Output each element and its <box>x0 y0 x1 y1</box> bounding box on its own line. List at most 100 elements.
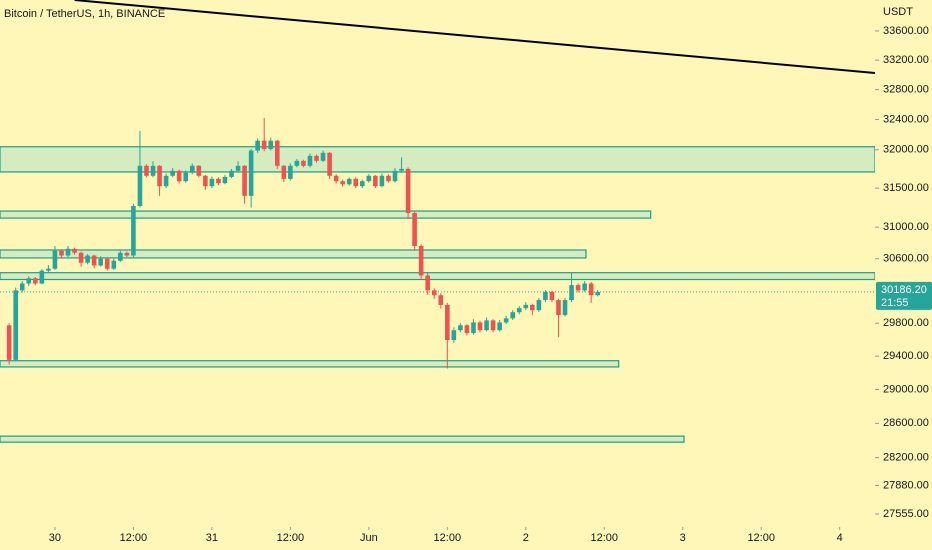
zone <box>0 360 620 368</box>
candle-body <box>549 291 555 301</box>
candle-body <box>451 330 457 341</box>
x-tick-label: 12:00 <box>747 532 775 544</box>
candle-body <box>124 252 130 256</box>
candle-body <box>392 170 398 182</box>
candle-body <box>386 175 391 182</box>
candle-body <box>373 175 378 187</box>
candle-body <box>582 283 587 291</box>
candle-body <box>346 178 352 185</box>
candle-body <box>562 300 568 316</box>
y-axis-label: USDT <box>883 6 913 18</box>
candle-body <box>261 140 267 150</box>
candle-body <box>163 175 169 187</box>
candle-body <box>281 165 287 179</box>
candle-body <box>530 304 535 311</box>
y-tick-label: 31500.00 <box>883 182 929 194</box>
candle-body <box>477 322 483 331</box>
candle-body <box>425 275 430 291</box>
x-tick-label: 12:00 <box>120 532 148 544</box>
x-tick-label: 3 <box>680 532 686 544</box>
candle-body <box>523 304 529 309</box>
candle-body <box>307 155 313 166</box>
candle-body <box>6 325 12 360</box>
y-tick-label: 32000.00 <box>883 144 929 156</box>
candle-body <box>216 178 221 184</box>
candle-body <box>39 270 45 284</box>
candle-body <box>274 140 280 166</box>
candle-body <box>314 155 319 161</box>
candle-body <box>445 304 450 341</box>
candle-body <box>78 252 84 263</box>
y-tick-label: 28600.00 <box>883 417 929 429</box>
zone <box>0 210 652 219</box>
chart-title: Bitcoin / TetherUS, 1h, BINANCE <box>4 8 165 20</box>
candle-body <box>19 283 25 291</box>
candle-body <box>497 322 502 331</box>
candle-body <box>131 205 136 256</box>
trend-line <box>74 0 875 74</box>
x-tick-label: 31 <box>206 532 218 544</box>
x-tick-label: Jun <box>360 532 378 544</box>
candle-body <box>91 255 97 266</box>
candle-body <box>52 250 58 269</box>
candle-body <box>85 255 90 263</box>
candle-body <box>412 212 417 247</box>
candle-body <box>209 178 215 187</box>
candle-body <box>98 258 104 266</box>
candle-body <box>366 175 372 182</box>
candle-body <box>569 285 574 301</box>
candle-body <box>189 165 195 173</box>
y-tick-label: 30600.00 <box>883 253 929 265</box>
candle-body <box>458 325 463 331</box>
candle-body <box>575 285 581 291</box>
candle-body <box>438 295 444 305</box>
candle-body <box>301 160 306 166</box>
candle-body <box>248 150 254 196</box>
y-tick-label: 32400.00 <box>883 113 929 125</box>
zone <box>0 146 875 173</box>
y-tick-label: 27880.00 <box>883 479 929 491</box>
candle-body <box>196 165 202 176</box>
candle-body <box>353 178 359 187</box>
candle-body <box>150 165 156 176</box>
y-tick-label: 32800.00 <box>883 84 929 96</box>
candle-body <box>418 246 424 276</box>
candle-body <box>320 152 326 161</box>
candle-body <box>379 175 385 187</box>
candle-body <box>595 291 601 296</box>
candle-body <box>46 268 51 271</box>
candle-body <box>288 165 293 179</box>
last-price-label: 30186.20 <box>881 284 927 296</box>
candle-body <box>484 320 489 331</box>
candle-body <box>26 278 32 284</box>
candle-body <box>111 260 117 269</box>
candle-body <box>588 283 594 296</box>
zone <box>0 435 685 443</box>
x-tick-label: 12:00 <box>590 532 618 544</box>
candle-body <box>242 165 247 196</box>
candle-body <box>294 160 300 166</box>
y-tick-label: 33600.00 <box>883 25 929 37</box>
zone <box>0 272 875 281</box>
candle-body <box>431 290 437 296</box>
candle-body <box>157 165 162 187</box>
x-tick-label: 12:00 <box>277 532 305 544</box>
plot-area <box>0 0 875 443</box>
candle-body <box>65 248 71 256</box>
candle-body <box>176 170 182 182</box>
candle-body <box>229 170 234 177</box>
last-price-box <box>876 281 932 310</box>
candle-body <box>203 175 208 187</box>
candle-body <box>255 140 260 151</box>
candle-body <box>327 152 332 176</box>
candle-body <box>405 168 411 213</box>
y-tick-label: 31000.00 <box>883 221 929 233</box>
candle-body <box>33 278 38 284</box>
candle-body <box>235 165 241 171</box>
zone <box>0 249 587 259</box>
candle-body <box>137 165 143 206</box>
y-tick-label: 29000.00 <box>883 383 929 395</box>
candle-body <box>536 300 542 311</box>
candle-body <box>464 325 470 334</box>
